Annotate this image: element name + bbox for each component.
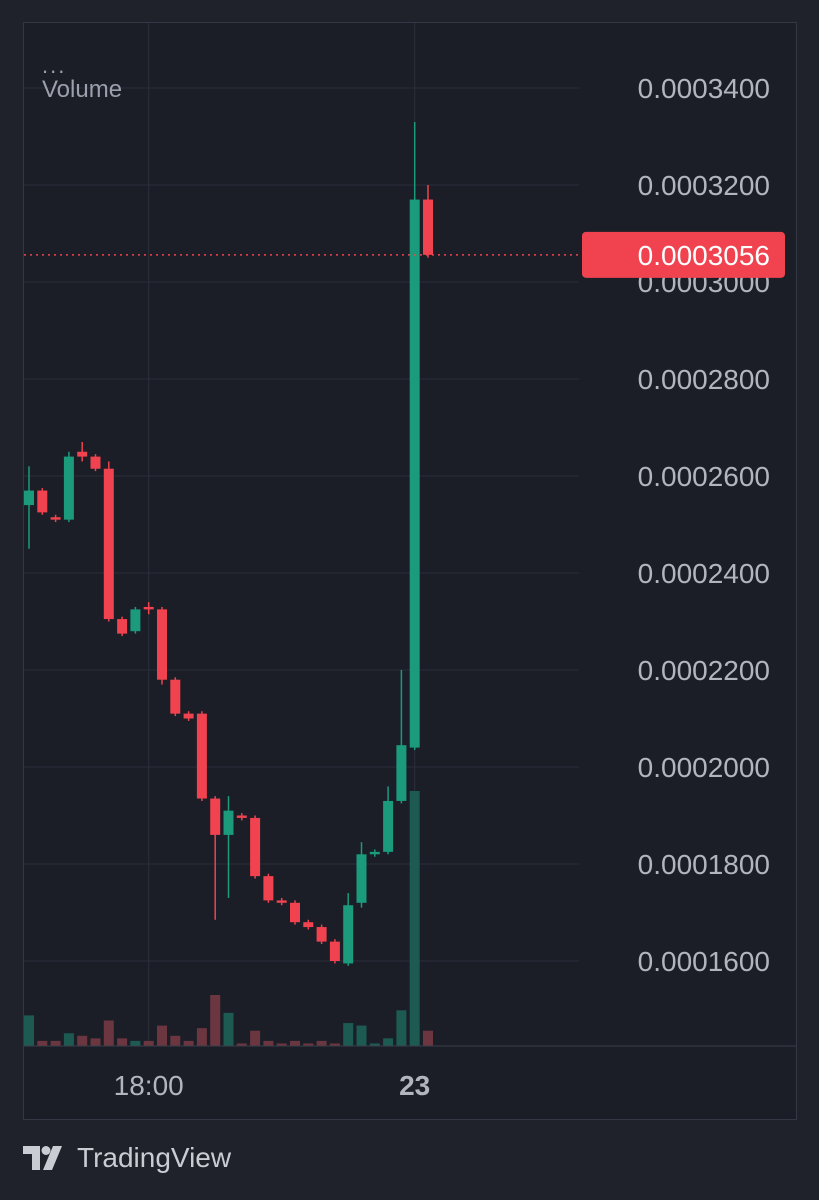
volume-bar [196,1028,207,1046]
volume-bar [423,1030,433,1046]
candlestick-chart[interactable]: 0.0001600 0.0001800 0.0002000 0.0002200 0.00… [24,23,797,1120]
axes: 0.0001600 0.0001800 0.0002000 0.0002200 0.00… [24,73,796,1101]
volume-bar [409,791,420,1046]
last-price-label: 0.0003056 [638,240,770,271]
candle-body [290,902,300,923]
volume-bar [329,1043,340,1046]
candle-body [329,941,340,961]
volume-bar [50,1040,61,1046]
price-tick-label: 0.0002600 [638,461,770,492]
volume-bar [170,1035,181,1046]
volume-bar [183,1040,194,1046]
price-tick-label: 0.0002400 [638,558,770,589]
chart-panel[interactable]: 0.0001600 0.0001800 0.0002000 0.0002200 0.00… [23,22,797,1120]
volume-bar [369,1043,380,1046]
legend: ... Volume [42,53,123,105]
price-tick-label: 0.0003400 [638,73,770,104]
volume-bar [356,1025,367,1046]
candle-body [157,609,167,680]
volume-bars [24,791,433,1046]
volume-bar [343,1023,354,1046]
candle-body [210,798,221,835]
volume-bar [290,1040,300,1046]
candle-body [24,490,34,506]
candle-body [369,851,380,855]
volume-bar [210,995,221,1046]
volume-bar [157,1025,167,1046]
price-tick-label: 0.0002200 [638,655,770,686]
volume-bar [236,1043,247,1046]
volume-bar [396,1010,407,1046]
volume-bar [90,1038,101,1046]
volume-study-label[interactable]: Volume [42,76,123,103]
candle-body [77,451,88,457]
volume-bar [103,1020,114,1046]
volume-bar [24,1015,34,1046]
volume-bar [276,1043,287,1046]
candle-body [303,922,314,928]
last-price-badge [582,231,785,278]
candle-body [170,679,181,714]
volume-bar [263,1040,274,1046]
candle-body [103,468,114,620]
candle-body [263,876,274,901]
candle-body [343,905,354,964]
volume-bar [303,1043,314,1046]
candle-body [409,199,420,748]
brand-footer[interactable]: TradingView [23,1140,231,1176]
volume-bar [143,1040,154,1046]
time-tick-label: 18:00 [114,1070,184,1101]
volume-bar [130,1040,141,1046]
candle-body [423,199,433,255]
volume-bar [383,1038,394,1046]
volume-bar [316,1040,327,1046]
candle-body [236,815,247,818]
price-tick-label: 0.0001800 [638,849,770,880]
volume-bar [223,1012,234,1046]
candle-body [223,810,234,835]
brand-name: TradingView [77,1142,232,1173]
price-tick-label: 0.0002800 [638,364,770,395]
candle-body [396,745,407,801]
tradingview-logo-icon [23,1146,62,1170]
candle-body [63,456,74,520]
legend-menu-dots[interactable]: ... [42,53,67,78]
price-tick-label: 0.0003200 [638,170,770,201]
volume-bar [63,1033,74,1046]
time-tick-label: 23 [399,1070,430,1101]
candle-body [276,900,287,903]
candle-body [383,800,394,852]
candle-body [37,490,48,513]
price-tick-label: 0.0001600 [638,946,770,977]
candle-body [117,619,128,634]
candles [24,121,433,966]
candle-body [356,854,367,903]
candle-body [250,817,261,877]
volume-bar [37,1040,48,1046]
candle-body [143,606,154,610]
volume-bar [117,1038,128,1046]
candle-body [316,927,327,942]
candle-body [196,713,207,799]
volume-bar [77,1035,88,1046]
candle-body [50,517,61,520]
candle-body [183,713,194,719]
candle-body [90,456,101,469]
candle-body [130,609,141,632]
volume-bar [250,1030,261,1046]
price-tick-label: 0.0002000 [638,752,770,783]
